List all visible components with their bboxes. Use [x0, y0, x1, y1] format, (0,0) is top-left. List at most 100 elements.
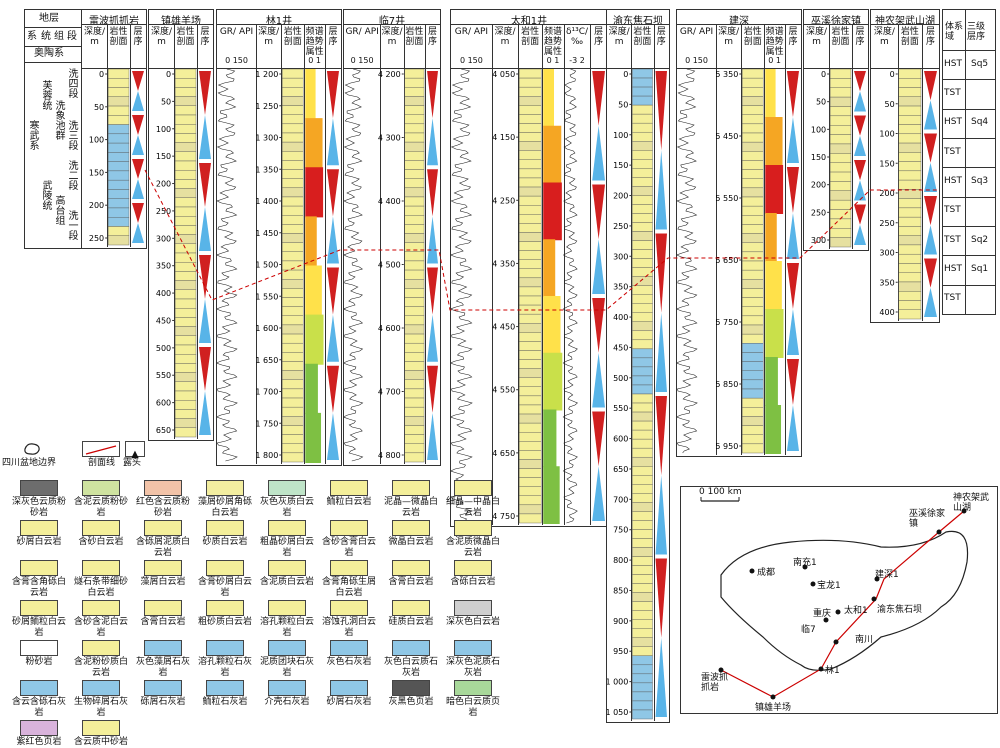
depth-tick: 1 500 [255, 261, 278, 270]
depth-tick: 1 200 [255, 70, 278, 79]
col-scale-gr: 0 150 [459, 56, 483, 65]
lith-bed [632, 357, 653, 368]
lith-bed [898, 96, 922, 107]
lith-bed [742, 269, 764, 280]
depth-tick: 450 [156, 316, 171, 325]
depth-tick: 800 [613, 556, 628, 565]
lith-bed [632, 131, 653, 142]
lith-bed [282, 69, 304, 79]
lith-bed [518, 214, 542, 224]
seq-tst-triangle [592, 125, 605, 181]
lith-bed [282, 406, 304, 417]
lith-bed [632, 420, 653, 431]
lith-bed [518, 386, 542, 397]
legend-swatch [392, 680, 430, 696]
depth-tick: 1 800 [255, 451, 278, 460]
lith-bed [632, 375, 653, 386]
legend-swatch [20, 600, 58, 616]
col-header-depth: 深度/m [718, 27, 740, 47]
legend-label: 粉砂岩 [25, 657, 53, 667]
depth-tick: 400 [613, 313, 628, 322]
spec-band [765, 309, 784, 358]
col-header-gr: GR/ API [679, 27, 714, 37]
lith-bed [282, 388, 304, 399]
spec-band [543, 409, 557, 468]
seq-hst-triangle [199, 71, 211, 115]
lith-bed [518, 277, 542, 288]
lith-bed [898, 309, 922, 320]
col-header-lith: 岩性剖面 [405, 27, 424, 47]
depth-tick: 550 [156, 371, 171, 380]
lith-bed [174, 188, 197, 198]
lith-bed [898, 291, 922, 301]
seq-hst-triangle [924, 133, 937, 163]
section-title: 镇雄羊场 [161, 16, 201, 27]
lith-bed [742, 69, 764, 79]
legend-outcrop: ▲ [125, 441, 145, 460]
lith-bed [518, 86, 542, 97]
lith-bed [107, 226, 130, 236]
lith-bed [174, 225, 197, 235]
section-title: 临7井 [378, 16, 406, 27]
legend-swatch [206, 560, 244, 576]
seq-hst-triangle [326, 365, 339, 413]
lith-bed [404, 297, 425, 307]
lith-bed [282, 342, 304, 353]
lith-bed [632, 150, 653, 160]
map-place-chengdu: 成都 [757, 568, 776, 578]
spec-band [305, 363, 318, 414]
lith-bed [518, 413, 542, 424]
lith-bed [829, 78, 852, 88]
depth-tick: 50 [618, 100, 628, 109]
seq-hst-triangle [854, 115, 866, 136]
lith-bed [282, 416, 304, 426]
lith-bed [742, 361, 764, 371]
lith-bed [742, 151, 764, 161]
seq-tst-triangle [326, 216, 339, 264]
strata-above: 奥陶系 [34, 48, 64, 59]
lith-bed [404, 434, 425, 444]
col-header-lith: 岩性剖面 [743, 27, 762, 47]
spec-band [543, 239, 556, 297]
legend-label: 灰黑色页岩 [388, 697, 434, 707]
spec-band [305, 118, 323, 169]
lith-bed [174, 151, 197, 162]
lith-bed [404, 379, 425, 390]
lith-bed [742, 160, 764, 170]
legend-swatch [392, 600, 430, 616]
lith-bed [282, 132, 304, 143]
seq-hst-triangle [592, 71, 605, 126]
section-taihe1: 太和1井 GR/ API 0 150 深度/m 岩性剖面 频谱趋势属性 0 1 δ¹³C/… [450, 9, 608, 527]
lith-bed [518, 313, 542, 324]
seq-hst-triangle [427, 267, 438, 315]
lith-bed [742, 288, 764, 298]
lith-bed [404, 205, 425, 216]
lith-bed [632, 204, 653, 214]
lith-bed [107, 115, 130, 125]
legend-swatch [144, 600, 182, 616]
spec-band [543, 296, 561, 354]
lith-bed [404, 260, 425, 271]
lith-bed [174, 87, 197, 97]
lith-bed [518, 504, 542, 515]
lith-bed [632, 438, 653, 449]
spec-band [543, 125, 562, 184]
lith-bed [742, 196, 764, 207]
lith-bed [174, 271, 197, 281]
depth-tick: 4 650 [492, 449, 515, 458]
spec-band [305, 314, 324, 365]
lith-bed [518, 77, 542, 88]
section-body-zhenxiong: 0 50 100 150 200 250 300 350 400 450 500 550 600 650 [156, 69, 211, 438]
lith-bed [632, 664, 653, 675]
col-header-depth: 深度/m [151, 27, 173, 47]
lith-bed [742, 434, 764, 445]
lith-bed [404, 169, 425, 179]
seq-tst-triangle [132, 91, 144, 111]
lith-bed [829, 96, 852, 107]
lith-bed [829, 181, 852, 191]
lith-bed [174, 335, 197, 346]
lith-bed [174, 169, 197, 180]
lith-bed [174, 96, 197, 107]
seq-tst-triangle [199, 207, 211, 251]
lith-bed [107, 217, 130, 227]
